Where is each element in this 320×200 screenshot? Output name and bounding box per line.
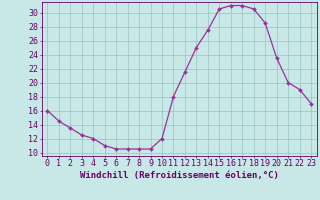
X-axis label: Windchill (Refroidissement éolien,°C): Windchill (Refroidissement éolien,°C) [80,171,279,180]
